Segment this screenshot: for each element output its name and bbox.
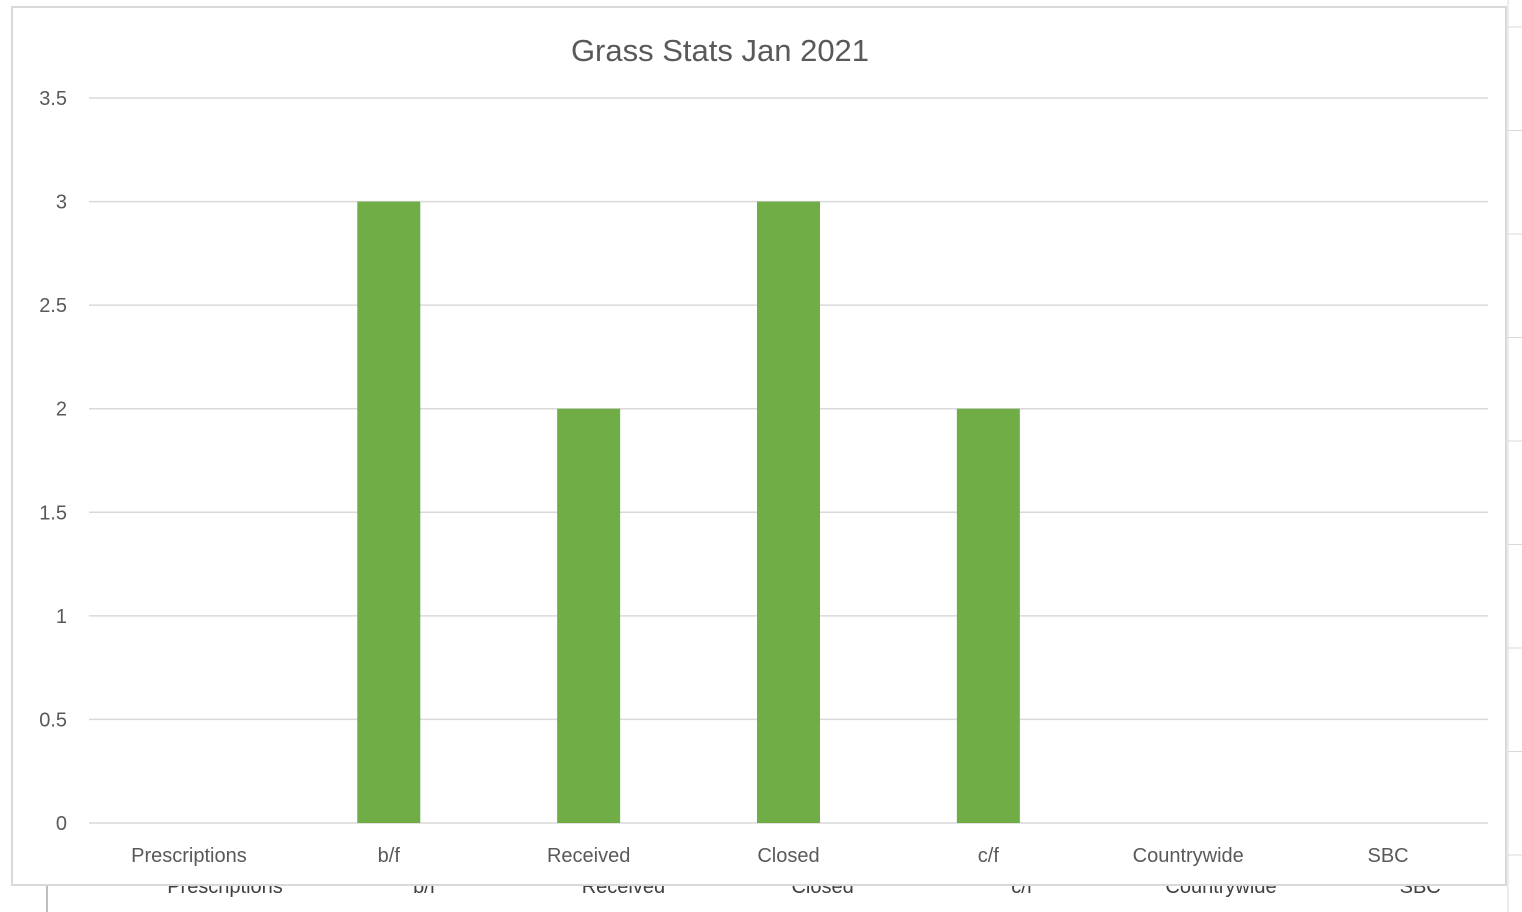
x-category-label: c/f [978,845,1000,867]
x-category-label: Closed [757,845,819,867]
background-sheet-tick-marks [1508,26,1522,856]
y-tick-label: 2.5 [39,295,67,317]
y-tick-label: 1.5 [39,502,67,524]
x-category-label: Countrywide [1133,845,1244,867]
y-tick-label: 3 [56,192,67,214]
x-category-label: Received [547,845,630,867]
x-category-label: SBC [1368,845,1409,867]
x-category-label: Prescriptions [131,845,247,867]
bar-c-f [956,408,1020,823]
y-tick-label: 3.5 [39,88,67,110]
bars [357,201,1020,824]
bar-b-f [357,201,421,824]
chart-title: Grass Stats Jan 2021 [571,33,869,68]
y-tick-label: 1 [56,606,67,628]
x-category-label: b/f [378,845,401,867]
y-tick-label: 0.5 [39,709,67,731]
bar-closed [757,201,820,824]
x-axis-category-labels: Prescriptions b/f Received Closed c/f Country… [131,845,1409,867]
y-tick-label: 0 [56,813,67,835]
bar-received [557,408,621,823]
y-tick-label: 2 [56,399,67,421]
y-axis-tick-labels: 0 0.5 1 1.5 2 2.5 3 3.5 [39,88,67,835]
